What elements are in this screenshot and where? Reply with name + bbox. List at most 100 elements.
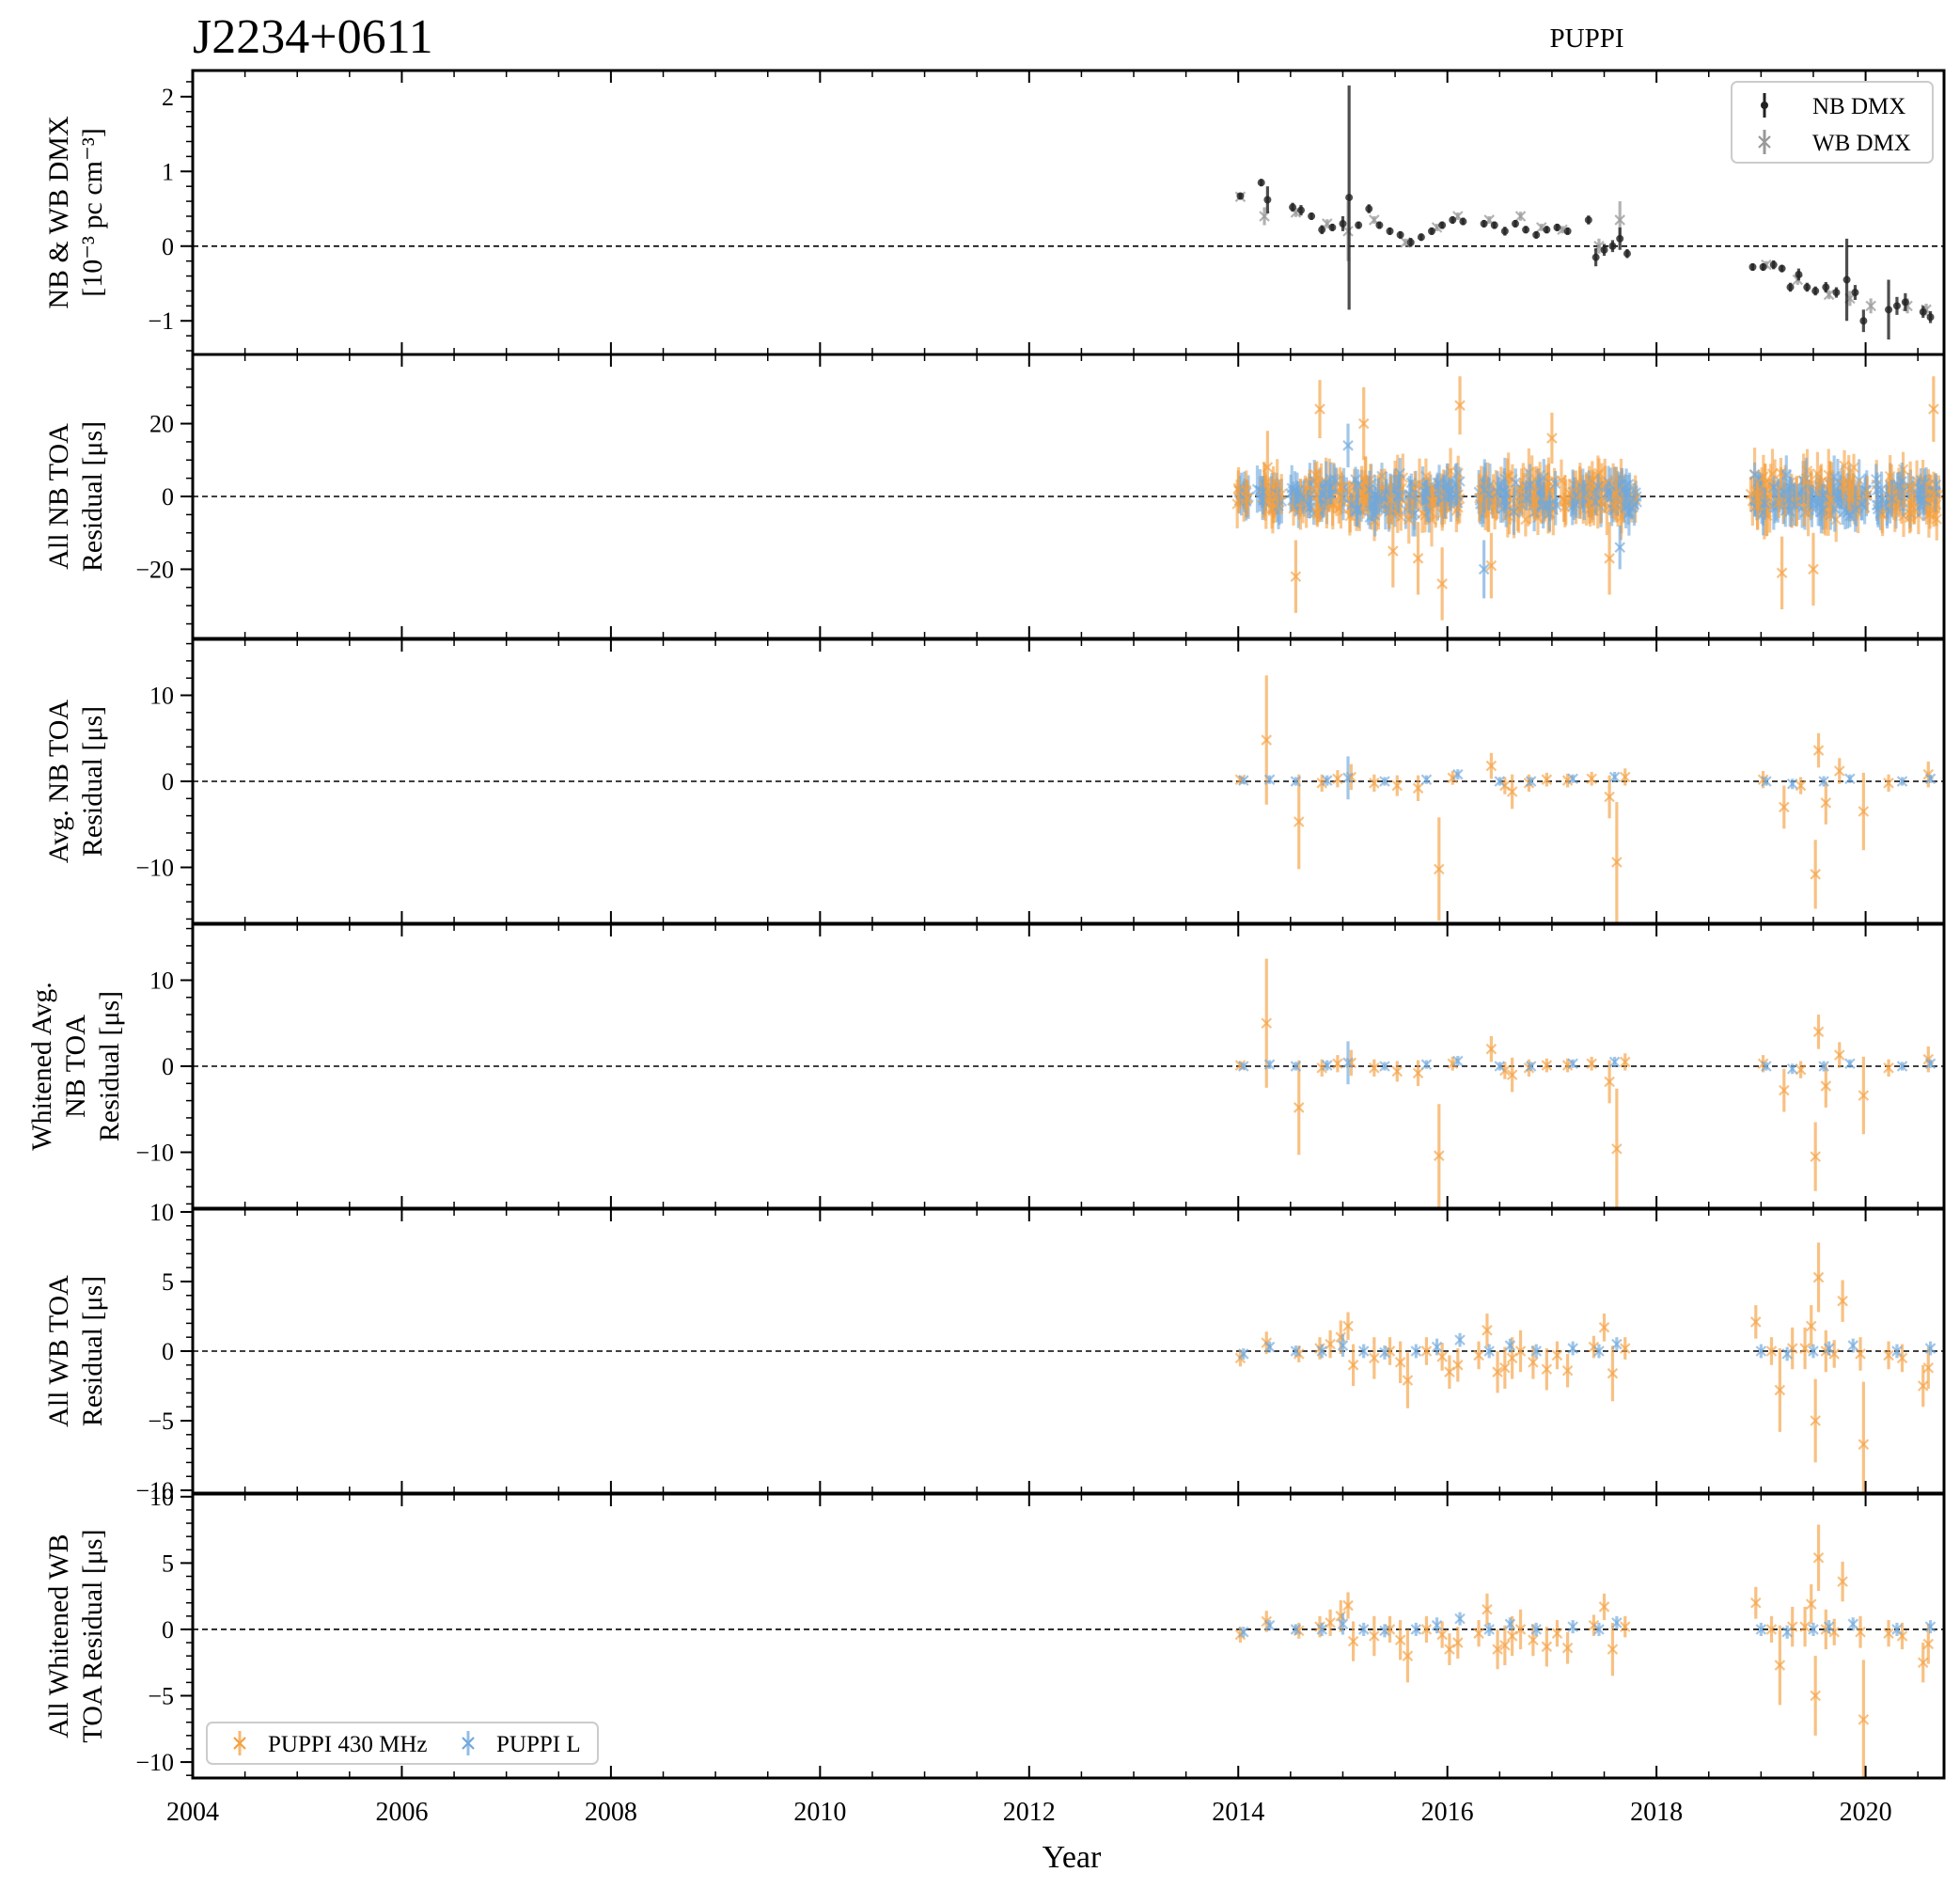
x-marker [1504,1340,1516,1351]
x-marker [1810,1151,1821,1162]
x-marker [1388,545,1399,557]
x-marker [1316,1345,1327,1357]
puppi-l-point [1263,1059,1276,1070]
dot-marker [1811,287,1820,295]
x-marker [1917,1380,1929,1392]
x-marker [1492,1366,1503,1377]
x-marker [1811,468,1824,480]
x-marker [1482,1325,1493,1336]
x-marker [1436,1351,1448,1362]
x-marker [1336,481,1348,493]
nb-dmx-point [1592,248,1600,267]
dot-marker [1257,179,1265,187]
x-marker [1290,1345,1302,1357]
puppi-430-point [1452,1348,1464,1382]
nb-dmx-point [1919,306,1927,319]
puppi-l-point [1847,1617,1859,1631]
puppi-l-point [1263,1619,1276,1631]
x-marker [1593,1624,1605,1635]
x-marker [1379,1625,1390,1637]
puppi-430-point [1473,1620,1484,1647]
y-tick-label: 0 [162,1616,174,1644]
x-marker [1478,563,1490,575]
puppi-430-point [1394,1341,1406,1384]
dot-marker [1490,221,1498,229]
x-marker [1604,553,1615,564]
x-marker [1262,462,1274,473]
puppi-l-point [1238,1061,1249,1072]
x-marker [1561,1642,1574,1654]
x-marker [1483,1624,1495,1635]
puppi-l-point [1849,485,1861,532]
x-marker [1238,1061,1249,1072]
x-marker [1759,497,1771,510]
y-axis-label: NB & WB DMX [10⁻³ pc cm⁻³] [43,116,108,309]
nb-dmx-point [1289,202,1297,212]
y-tick-label: −20 [135,556,174,583]
nb-dmx-point [1236,192,1245,200]
puppi-430-point [1799,1606,1811,1647]
x-marker [1886,493,1898,504]
puppi-430-point [1402,1352,1414,1408]
puppi-l-point [1924,1058,1936,1070]
puppi-l-point [1238,1348,1249,1360]
x-marker [1820,1080,1832,1092]
nb-dmx-point [1490,221,1498,229]
x-marker [1337,1618,1349,1630]
puppi-l-point [1351,494,1362,527]
dot-marker [1778,264,1786,273]
puppi-430-point [1347,1344,1359,1387]
x-marker [1560,496,1571,507]
puppi-430-point [1541,1058,1553,1073]
dot-marker [1308,212,1316,220]
puppi-430-point [1598,1593,1610,1621]
x-marker [1541,1641,1553,1653]
puppi-430-point [1454,376,1466,435]
x-marker [1812,1551,1825,1564]
dot-marker [1759,263,1767,272]
x-marker [1454,1334,1466,1345]
dot-marker [1328,223,1337,231]
nb-dmx-point [1892,296,1901,315]
x-marker [1379,1061,1390,1072]
x-marker [1525,776,1537,787]
nb-dmx-point [1428,227,1436,235]
x-marker [1883,1349,1894,1361]
x-marker [1420,1624,1433,1635]
puppi-430-point [1314,380,1325,439]
y-axis-label: Avg. NB TOA Residual [μs] [43,700,108,864]
x-marker [1402,1375,1414,1386]
x-marker [1541,1363,1553,1376]
dot-marker [1532,230,1541,239]
puppi-l-point [1844,773,1856,785]
x-marker [1410,1345,1422,1357]
puppi-l-point [1379,1624,1390,1638]
x-marker [1611,1143,1623,1155]
x-marker [1506,786,1518,797]
x-marker [1799,1343,1811,1354]
puppi-l-point [1302,490,1314,519]
nb-dmx-point [1263,186,1272,213]
nb-dmx-point [1375,221,1384,229]
x-marker [1530,1345,1543,1357]
puppi-430-point [1395,503,1407,531]
nb-dmx-point [1406,238,1415,247]
x-marker [1420,774,1433,785]
nb-dmx-point [1616,227,1624,250]
puppi-430-point [1369,774,1380,792]
y-axis-label: All Whitened WB TOA Residual [μs] [43,1529,108,1742]
x-marker [1786,778,1798,790]
puppi-l-point [1483,1344,1495,1359]
x-marker [1410,1624,1422,1635]
x-marker [1322,775,1333,786]
puppi-430-point [1820,1064,1832,1108]
y-axis-label-line: Residual [μs] [77,421,108,572]
nb-dmx-point [1811,286,1820,296]
puppi-430-point [1619,1053,1631,1071]
puppi-l-point [1238,775,1249,786]
x-marker [1342,772,1354,784]
x-marker [1332,1058,1343,1070]
x-marker [1834,765,1845,777]
puppi-l-point [1577,468,1589,510]
puppi-430-point [1773,486,1784,519]
